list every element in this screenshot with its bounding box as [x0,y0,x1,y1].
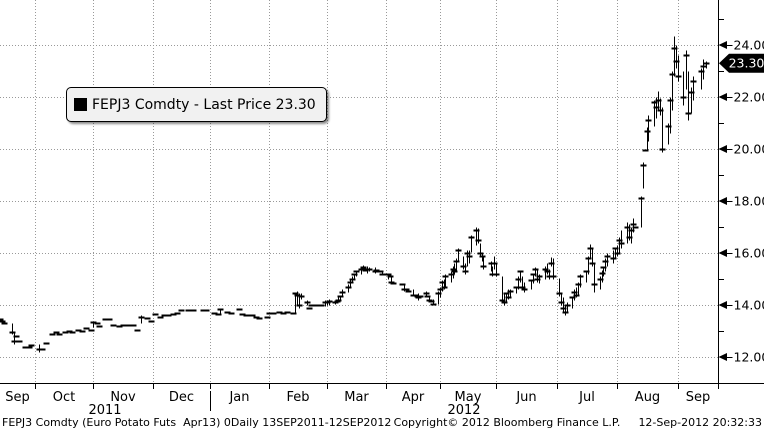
legend-swatch-icon [74,98,87,111]
month-label: May [455,390,482,405]
price-tick-arrow-icon [718,353,727,361]
month-label: Sep [5,390,30,405]
price-tick-arrow-icon [718,249,727,257]
month-label: Jun [515,390,536,405]
month-label: Jan [228,390,249,405]
copyright-notice: Copyright© 2012 Bloomberg Finance L.P. [393,416,621,429]
month-label: Nov [110,390,136,405]
legend-box[interactable]: FEPJ3 Comdty - Last Price 23.30 [66,87,327,122]
month-label: Dec [169,390,194,405]
price-tick-arrow-icon [718,197,727,205]
price-tick-arrow-icon [718,93,727,101]
legend-label: FEPJ3 Comdty - Last Price 23.30 [92,96,316,113]
price-series [0,36,710,353]
last-price-tag: 23.30 [719,53,764,73]
footer: FEPJ3 Comdty (Euro Potato Futs Apr13) 0D… [0,417,764,431]
price-axis-label: 18.00 [734,194,764,209]
axes [0,0,764,384]
month-label: Feb [286,390,309,405]
price-tick-arrow-icon [718,301,727,309]
price-tick-arrow-icon [718,41,727,49]
last-price-value: 23.30 [729,56,764,71]
month-label: Apr [402,390,425,405]
month-label: Oct [53,390,75,405]
year-label: 2011 [88,403,121,418]
month-label: Jul [578,390,595,405]
last-price-tag-shape [719,53,764,73]
price-axis-label: 22.00 [734,90,764,105]
price-axis-label: 24.00 [734,38,764,53]
month-label: Aug [635,390,660,405]
month-label: Sep [686,390,711,405]
x-axis: Sep Oct Nov Dec Jan Feb Mar Apr May Jun Jul Aug Sep 2… [5,383,719,418]
security-description: FEPJ3 Comdty (Euro Potato Futs Apr13) 0D… [2,416,392,429]
price-axis-label: 16.00 [734,246,764,261]
price-tick-arrow-icon [718,145,727,153]
month-label: Mar [344,390,369,405]
price-axis-label: 12.00 [734,350,764,365]
chart-timestamp: 12-Sep-2012 20:32:33 [638,416,762,429]
year-label: 2012 [447,403,480,418]
price-axis-label: 14.00 [734,298,764,313]
price-axis-label: 20.00 [734,142,764,157]
y-axis: 24.00 22.00 20.00 18.00 16.00 14.00 12.00 [718,19,764,365]
